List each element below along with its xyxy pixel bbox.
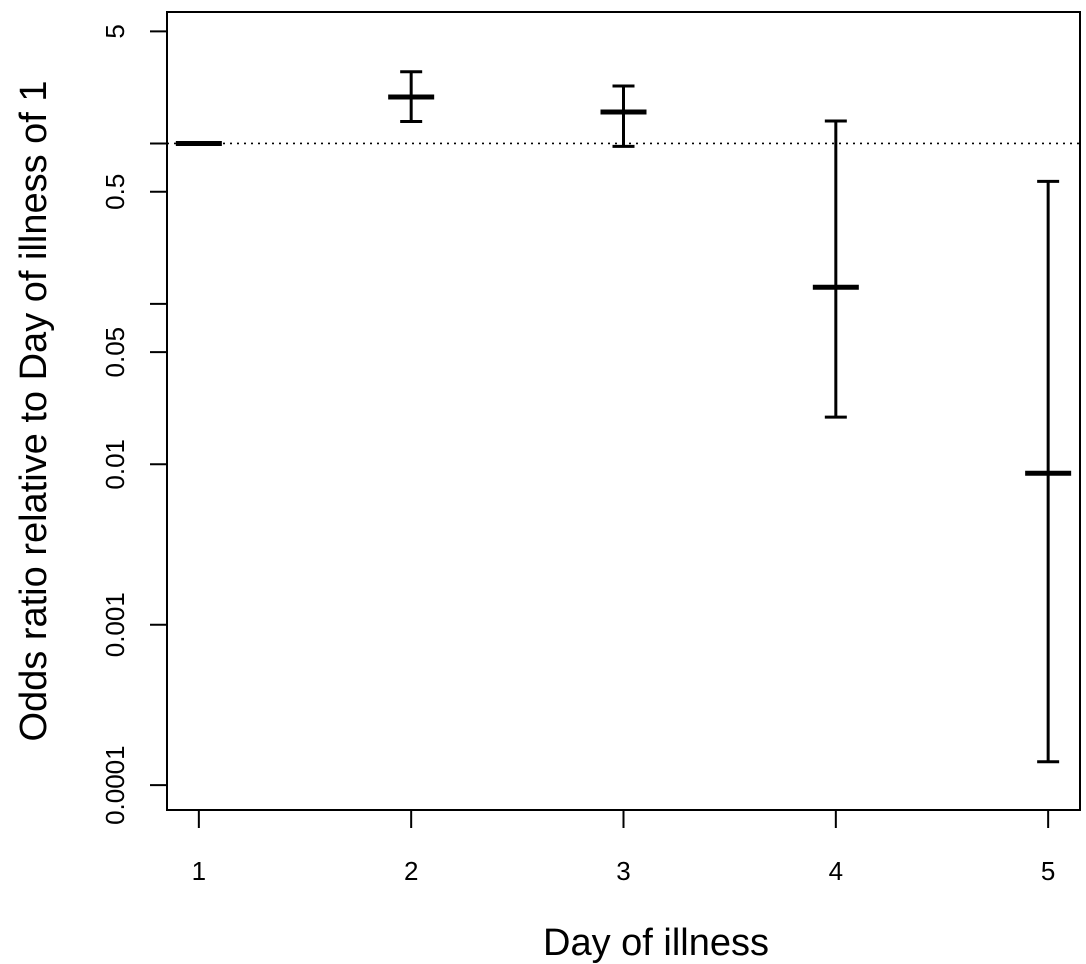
- x-tick-label: 1: [192, 856, 206, 886]
- y-tick-label: 0.5: [100, 174, 130, 210]
- y-axis: 0.0001 0.001 0.01 0.05 0.5 5: [100, 24, 167, 825]
- y-tick-label: 0.01: [100, 439, 130, 490]
- error-bar-day-5: [1025, 179, 1072, 764]
- y-tick-label: 0.05: [100, 327, 130, 378]
- error-bars: [175, 70, 1072, 764]
- x-tick-label: 4: [829, 856, 843, 886]
- x-tick-label: 5: [1041, 856, 1055, 886]
- x-axis: 1 2 3 4 5: [192, 810, 1055, 886]
- error-bar-day-2: [388, 70, 435, 124]
- y-tick-label: 5: [100, 24, 130, 38]
- x-tick-label: 2: [404, 856, 418, 886]
- x-tick-label: 3: [616, 856, 630, 886]
- error-bar-day-3: [600, 84, 647, 148]
- error-bar-day-4: [812, 119, 859, 419]
- y-tick-label: 0.001: [100, 592, 130, 657]
- y-tick-label: 0.0001: [100, 745, 130, 825]
- y-axis-title: Odds ratio relative to Day of illness of…: [13, 80, 55, 741]
- x-axis-title: Day of illness: [543, 922, 769, 964]
